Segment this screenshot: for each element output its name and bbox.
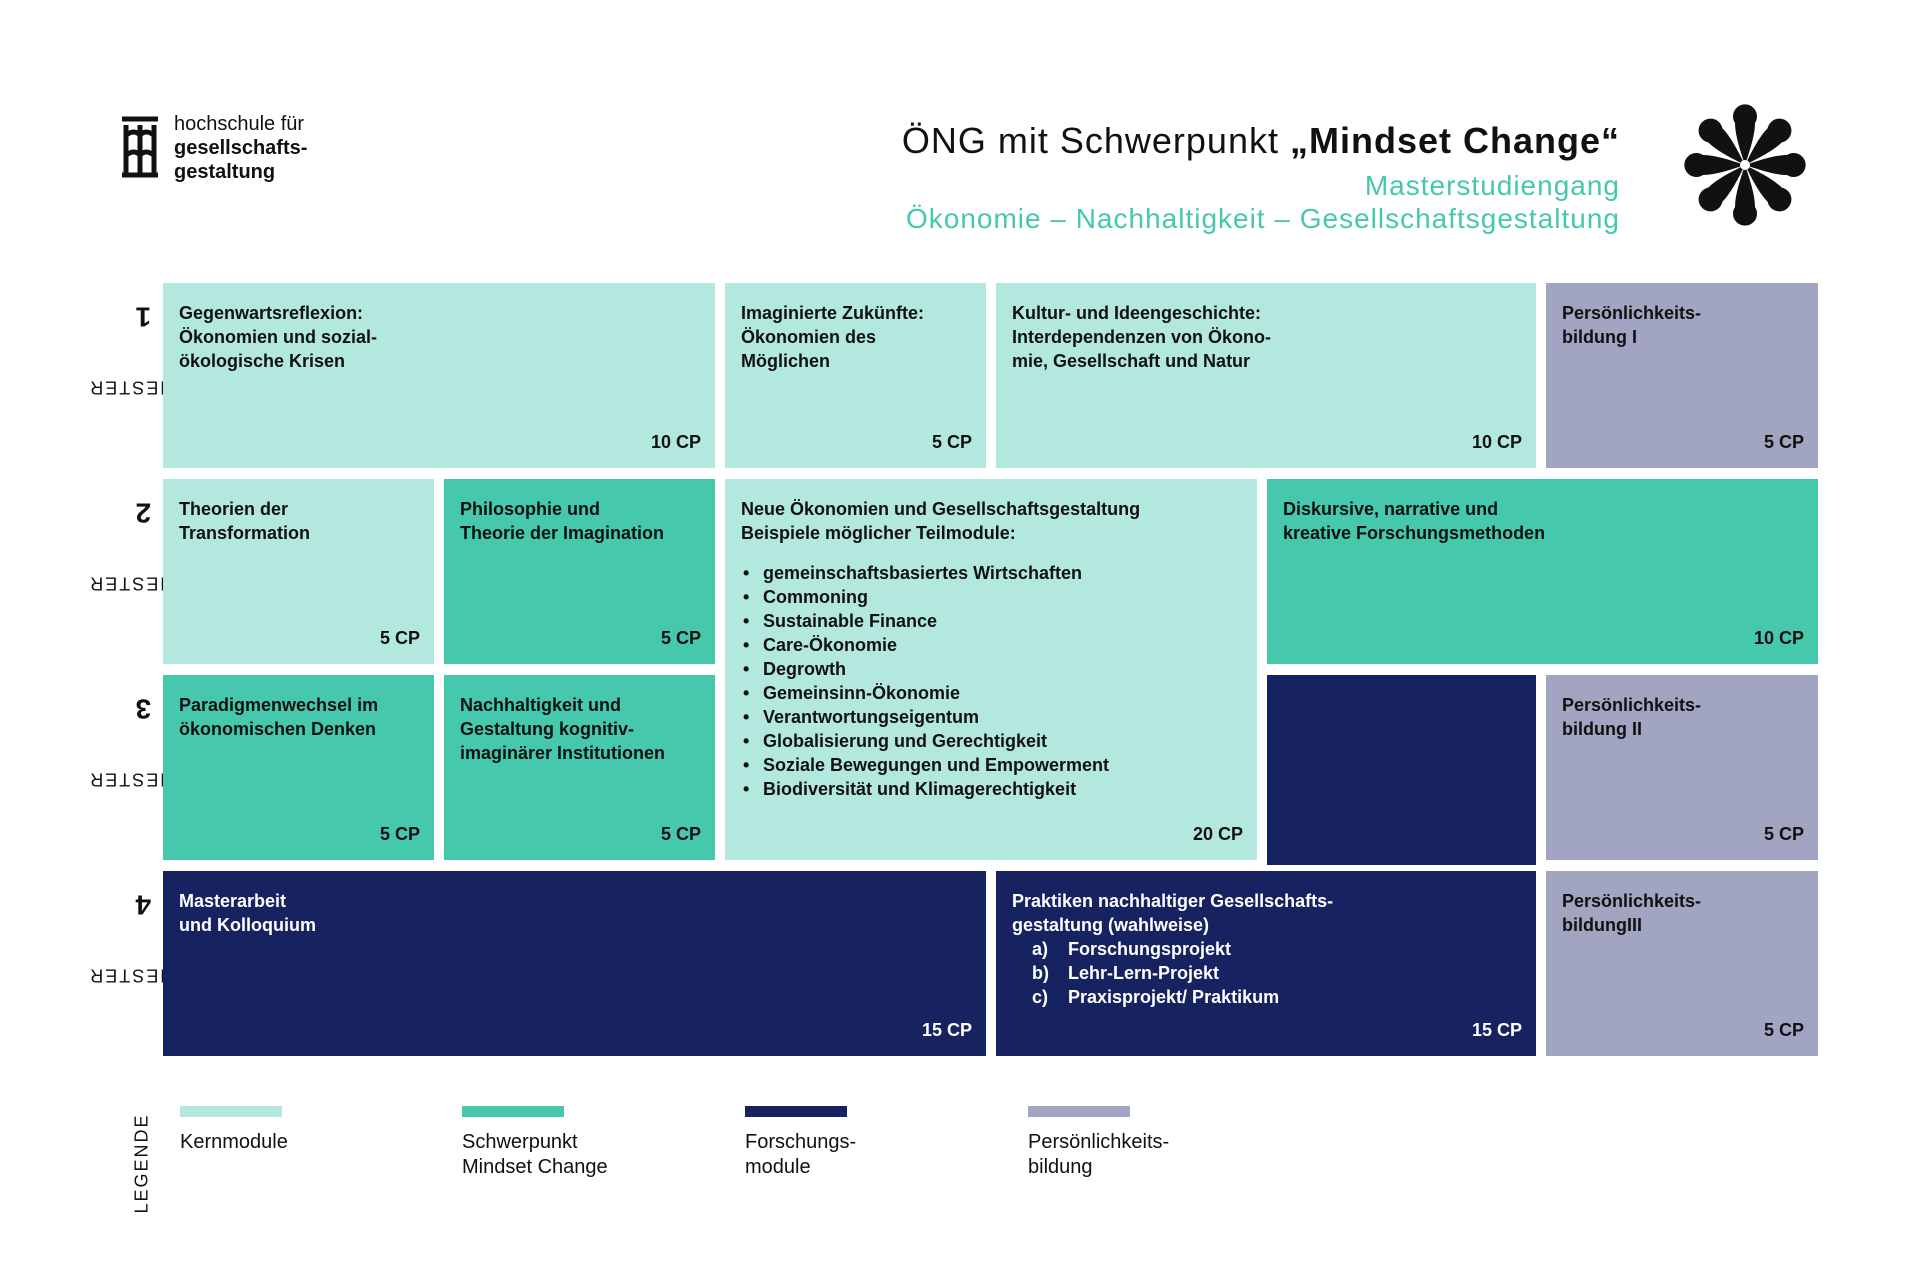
submodule-list: gemeinschaftsbasiertes Wirtschaften Comm… [741, 561, 1241, 801]
university-logo-icon [122, 116, 158, 178]
module-imaginierte-zukuenfte[interactable]: Imaginierte Zukünfte: Ökonomien des Mögl… [725, 283, 986, 468]
legend-swatch-kern [180, 1106, 282, 1117]
module-title: Masterarbeit und Kolloquium [179, 891, 316, 935]
module-title: Neue Ökonomien und Gesellschaftsgestaltu… [741, 499, 1141, 543]
semester-1-label: SEMESTER1 [87, 300, 204, 397]
subtitle-program: Masterstudiengang [1364, 170, 1620, 201]
university-name: hochschule für gesellschafts- gestaltung [174, 112, 307, 184]
title-bold: „Mindset Change“ [1289, 120, 1620, 161]
module-neue-oekonomien[interactable]: Neue Ökonomien und Gesellschaftsgestaltu… [725, 479, 1257, 860]
module-credits: 5 CP [660, 824, 701, 844]
subtitle-topics: Ökonomie – Nachhaltigkeit – Gesellschaft… [905, 203, 1620, 234]
logo-line-2: gesellschafts- [174, 137, 308, 159]
module-credits: 10 CP [1471, 432, 1522, 452]
semester-2-label: SEMESTER2 [87, 496, 204, 593]
module-title: Persönlichkeits- bildung II [1562, 695, 1702, 739]
module-title: Imaginierte Zukünfte: Ökonomien des Mögl… [741, 303, 925, 371]
list-item: Verantwortungseigentum [741, 705, 1241, 729]
list-item: Soziale Bewegungen und Empowerment [741, 753, 1241, 777]
module-credits: 10 CP [1753, 628, 1804, 648]
legend-swatch-forschung [745, 1106, 847, 1117]
module-praktiken[interactable]: Praktiken nachhaltiger Gesellschafts- ge… [996, 871, 1536, 1056]
module-title: Paradigmenwechsel im ökonomischen Denken [179, 695, 379, 739]
module-forschungsmethoden[interactable]: Diskursive, narrative und kreative Forsc… [1267, 479, 1818, 664]
semester-3-label: SEMESTER3 [87, 692, 204, 789]
module-credits: 5 CP [1763, 1020, 1804, 1040]
legend-label-persoenlichkeit: Persönlichkeits- bildung [1028, 1131, 1170, 1178]
flower-logo-icon [1684, 104, 1806, 226]
legend-label-forschung: Forschungs- module [745, 1131, 857, 1178]
module-title: Persönlichkeits- bildungIII [1562, 891, 1702, 935]
module-title: Nachhaltigkeit und Gestaltung kognitiv- … [460, 695, 666, 763]
legend-swatch-persoenlichkeit [1028, 1106, 1130, 1117]
list-item: gemeinschaftsbasiertes Wirtschaften [741, 561, 1241, 585]
module-title: Gegenwartsreflexion: Ökonomien und sozia… [179, 303, 378, 371]
module-persoenlichkeitsbildung-1[interactable]: Persönlichkeits- bildung I 5 CP [1546, 283, 1818, 468]
module-credits: 5 CP [1763, 432, 1804, 452]
list-item: Gemeinsinn-Ökonomie [741, 681, 1241, 705]
module-gegenwartsreflexion[interactable]: Gegenwartsreflexion: Ökonomien und sozia… [163, 283, 715, 468]
module-title: Diskursive, narrative und kreative Forsc… [1283, 499, 1546, 543]
page-title: ÖNG mit Schwerpunkt „Mindset Change“ [902, 120, 1620, 162]
list-item: a) Forschungsprojekt [1032, 939, 1232, 959]
legend-label-schwerpunkt: Schwerpunkt Mindset Change [462, 1131, 608, 1178]
title-prefix: ÖNG mit Schwerpunkt [901, 120, 1290, 161]
list-item: b) Lehr-Lern-Projekt [1032, 963, 1220, 983]
list-item: Care-Ökonomie [741, 633, 1241, 657]
module-paradigmenwechsel[interactable]: Paradigmenwechsel im ökonomischen Denken… [163, 675, 434, 860]
research-block-extension [1267, 675, 1536, 865]
module-credits: 5 CP [1763, 824, 1804, 844]
list-item: Sustainable Finance [741, 609, 1241, 633]
legend-label-kern: Kernmodule [180, 1131, 288, 1153]
module-credits: 5 CP [379, 628, 420, 648]
list-item: c) Praxisprojekt/ Praktikum [1032, 987, 1280, 1007]
module-title: Philosophie und Theorie der Imagination [460, 499, 665, 543]
module-philosophie-imagination[interactable]: Philosophie und Theorie der Imagination … [444, 479, 715, 664]
module-credits: 15 CP [921, 1020, 972, 1040]
module-masterarbeit[interactable]: Masterarbeit und Kolloquium 15 CP [163, 871, 986, 1056]
legend-swatch-schwerpunkt [462, 1106, 564, 1117]
module-persoenlichkeitsbildung-3[interactable]: Persönlichkeits- bildungIII 5 CP [1546, 871, 1818, 1056]
module-credits: 15 CP [1471, 1020, 1522, 1040]
module-title: Kultur- und Ideengeschichte: Interdepend… [1012, 303, 1272, 371]
module-credits: 5 CP [931, 432, 972, 452]
module-persoenlichkeitsbildung-2[interactable]: Persönlichkeits- bildung II 5 CP [1546, 675, 1818, 860]
module-title: Persönlichkeits- bildung I [1562, 303, 1702, 347]
list-item: Commoning [741, 585, 1241, 609]
module-nachhaltigkeit-institutionen[interactable]: Nachhaltigkeit und Gestaltung kognitiv- … [444, 675, 715, 860]
module-credits: 10 CP [650, 432, 701, 452]
module-credits: 5 CP [660, 628, 701, 648]
module-credits: 20 CP [1192, 824, 1243, 844]
module-credits: 5 CP [379, 824, 420, 844]
list-item: Biodiversität und Klimagerechtigkeit [741, 777, 1241, 801]
option-list: a) Forschungsprojekt b) Lehr-Lern-Projekt … [1012, 937, 1520, 1009]
list-item: Globalisierung und Gerechtigkeit [741, 729, 1241, 753]
module-title: Theorien der Transformation [179, 499, 311, 543]
list-item: Degrowth [741, 657, 1241, 681]
logo-line-1: hochschule für [174, 113, 305, 135]
semester-4-label: SEMESTER4 [87, 888, 204, 985]
module-kulturgeschichte[interactable]: Kultur- und Ideengeschichte: Interdepend… [996, 283, 1536, 468]
module-theorien-transformation[interactable]: Theorien der Transformation 5 CP [163, 479, 434, 664]
logo-line-3: gestaltung [174, 161, 276, 183]
module-title: Praktiken nachhaltiger Gesellschafts- ge… [1012, 891, 1334, 935]
legend-heading: LEGENDE [131, 1112, 152, 1214]
